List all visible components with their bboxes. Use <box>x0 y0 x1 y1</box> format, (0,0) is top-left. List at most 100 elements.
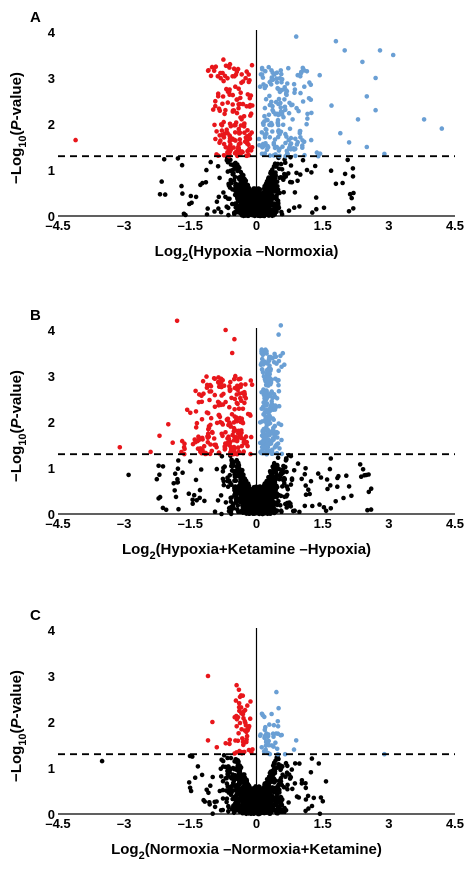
point-ns <box>328 483 333 488</box>
point-up <box>267 406 273 412</box>
point-ns <box>232 188 238 193</box>
y-tick-label: 4 <box>48 323 56 338</box>
point-ns <box>309 170 314 175</box>
point-ns <box>161 157 167 162</box>
point-up <box>276 382 281 388</box>
point-up <box>283 153 288 159</box>
point-down <box>230 102 235 107</box>
point-ns <box>288 482 294 487</box>
point-down <box>248 413 253 418</box>
point-up <box>259 367 265 372</box>
point-ns <box>346 484 352 489</box>
point-ns <box>305 793 311 799</box>
point-ns <box>303 785 309 791</box>
point-ns <box>284 469 289 475</box>
point-ns <box>277 190 282 196</box>
point-down <box>222 111 227 117</box>
point-down <box>232 396 238 402</box>
point-down <box>240 101 246 107</box>
point-ns <box>275 799 281 805</box>
point-down <box>170 440 175 446</box>
point-up <box>308 137 314 143</box>
y-tick-label: 1 <box>48 461 55 476</box>
point-ns <box>232 766 237 771</box>
point-ns <box>251 498 256 504</box>
point-up <box>276 368 282 374</box>
point-ns <box>248 205 254 211</box>
point-down <box>210 719 215 725</box>
point-ns <box>350 174 356 179</box>
point-down <box>212 392 218 398</box>
point-up <box>262 395 267 401</box>
point-ns <box>216 194 222 200</box>
x-tick-label: –3 <box>117 816 131 831</box>
data-points <box>117 318 374 517</box>
point-down <box>247 136 253 141</box>
y-tick-label: 2 <box>48 715 55 730</box>
point-up <box>262 134 268 140</box>
point-ns <box>237 769 242 774</box>
point-down <box>228 142 233 147</box>
point-down <box>247 132 253 138</box>
point-ns <box>307 491 313 497</box>
point-up <box>292 87 298 92</box>
point-up <box>270 427 276 433</box>
point-ns <box>280 772 285 777</box>
point-ns <box>229 776 234 781</box>
point-up <box>274 689 279 695</box>
x-tick-label: 1.5 <box>314 218 332 233</box>
point-up <box>267 722 272 727</box>
point-ns <box>289 476 295 481</box>
point-down <box>236 102 241 107</box>
point-down <box>237 391 242 396</box>
point-up <box>270 107 275 113</box>
point-ns <box>273 470 279 476</box>
point-down <box>214 129 219 134</box>
point-up <box>282 751 288 757</box>
point-ns <box>277 477 282 482</box>
point-down <box>211 436 217 441</box>
y-tick-label: 3 <box>48 369 55 384</box>
point-ns <box>261 809 266 815</box>
point-down <box>219 431 224 437</box>
y-tick-label: 0 <box>48 209 55 224</box>
point-down <box>242 130 247 135</box>
point-up <box>269 68 274 73</box>
point-up <box>282 97 287 102</box>
point-down <box>215 91 221 96</box>
point-ns <box>321 205 327 211</box>
point-up <box>269 451 275 457</box>
point-up <box>297 129 303 134</box>
point-up <box>258 732 263 737</box>
point-ns <box>292 761 298 766</box>
point-down <box>235 66 241 72</box>
point-up <box>276 358 282 364</box>
point-down <box>236 428 241 434</box>
point-ns <box>214 199 220 204</box>
point-ns <box>313 195 319 200</box>
point-down <box>241 709 246 714</box>
point-down <box>193 409 199 414</box>
point-down <box>182 446 187 452</box>
point-ns <box>247 506 253 512</box>
point-up <box>286 110 292 116</box>
point-ns <box>227 472 233 478</box>
point-ns <box>279 782 285 788</box>
point-ns <box>278 508 284 513</box>
point-ns <box>262 206 268 211</box>
point-up <box>421 117 427 122</box>
point-down <box>212 404 218 410</box>
point-ns <box>231 171 236 176</box>
point-up <box>265 421 270 426</box>
point-down <box>205 431 211 437</box>
point-ns <box>233 497 239 503</box>
point-ns <box>224 799 229 805</box>
point-up <box>259 72 265 77</box>
point-up <box>267 93 272 99</box>
point-ns <box>358 474 364 480</box>
point-down <box>205 68 211 73</box>
point-down <box>244 69 249 74</box>
point-ns <box>248 502 253 507</box>
point-ns <box>230 772 236 778</box>
point-ns <box>308 770 314 775</box>
